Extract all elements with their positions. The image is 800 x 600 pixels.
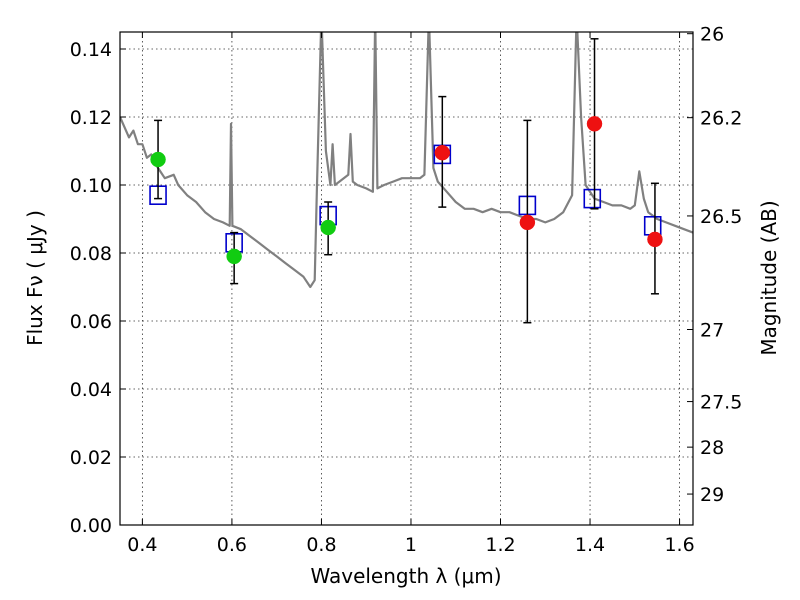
y-tick-label: 0.06 bbox=[70, 311, 112, 333]
x-tick-label: 1.6 bbox=[664, 534, 694, 556]
plot-area bbox=[120, 32, 693, 525]
right-tick-label: 26 bbox=[700, 24, 724, 46]
x-tick-label: 0.6 bbox=[217, 534, 247, 556]
y-tick-label: 0.08 bbox=[70, 243, 112, 265]
right-tick-label: 27 bbox=[700, 320, 724, 342]
observed-flux-point bbox=[586, 116, 603, 132]
x-tick-label: 0.4 bbox=[127, 534, 157, 556]
y-tick-label: 0.10 bbox=[70, 175, 112, 197]
right-tick-label: 29 bbox=[700, 484, 724, 506]
y-tick-label: 0.04 bbox=[70, 379, 112, 401]
y-tick-label: 0.02 bbox=[70, 447, 112, 469]
observed-flux-point bbox=[434, 144, 451, 161]
x-axis-title: Wavelength λ (μm) bbox=[310, 564, 501, 588]
y-axis-title: Flux Fν ( μJy ) bbox=[23, 210, 47, 346]
right-tick-label: 26.2 bbox=[700, 108, 742, 130]
y-tick-label: 0.14 bbox=[70, 39, 112, 61]
x-tick-label: 1.4 bbox=[575, 534, 605, 556]
observed-flux-point bbox=[519, 214, 536, 231]
x-tick-label: 1.2 bbox=[485, 534, 515, 556]
right-tick-label: 28 bbox=[700, 437, 724, 459]
ticks: 0.4 0.6 0.8 1 1.2 1.4 1.6 0.00 0.02 0.04 0.06 0.08 0… bbox=[70, 24, 743, 556]
observed-flux-point bbox=[150, 151, 166, 168]
observed-flux-point bbox=[647, 231, 663, 248]
model-photometry-square bbox=[583, 188, 602, 209]
x-tick-label: 1 bbox=[405, 534, 417, 556]
sed-model-curve bbox=[120, 32, 693, 289]
observed-flux-point bbox=[226, 248, 242, 265]
right-tick-label: 27.5 bbox=[700, 392, 742, 414]
x-tick-label: 0.8 bbox=[306, 534, 336, 556]
y-tick-label: 0.12 bbox=[70, 107, 112, 129]
right-tick-label: 26.5 bbox=[700, 206, 742, 228]
right-axis-title: Magnitude (AB) bbox=[757, 200, 781, 355]
data-layer bbox=[120, 32, 693, 324]
plot-frame bbox=[119, 31, 694, 526]
y-tick-label: 0.00 bbox=[70, 515, 112, 537]
observed-flux-point bbox=[320, 219, 336, 236]
